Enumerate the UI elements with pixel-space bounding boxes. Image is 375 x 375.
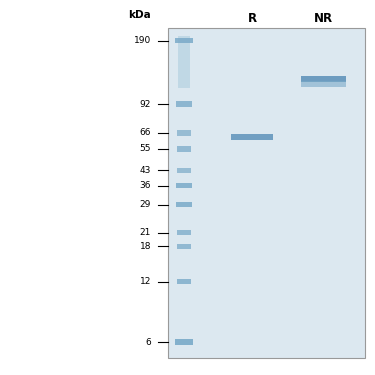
Text: NR: NR (314, 12, 333, 24)
Bar (177, 168, 191, 173)
Text: 18: 18 (140, 242, 151, 251)
Bar (176, 183, 192, 189)
Bar (178, 36, 190, 88)
Bar (177, 146, 191, 152)
Text: 55: 55 (140, 144, 151, 153)
Bar (176, 202, 192, 207)
Text: 21: 21 (140, 228, 151, 237)
Bar (176, 101, 192, 106)
Text: 29: 29 (140, 200, 151, 209)
Text: kDa: kDa (128, 10, 151, 20)
Text: 12: 12 (140, 277, 151, 286)
Text: 36: 36 (140, 182, 151, 190)
Text: 6: 6 (145, 338, 151, 346)
Bar (175, 339, 193, 345)
Bar (177, 244, 191, 249)
Text: R: R (248, 12, 256, 24)
Text: 43: 43 (140, 166, 151, 175)
Bar (177, 230, 191, 236)
Text: 92: 92 (140, 99, 151, 108)
Bar (300, 81, 345, 87)
Text: 190: 190 (134, 36, 151, 45)
Text: 66: 66 (140, 129, 151, 138)
Bar (175, 38, 193, 44)
Bar (177, 279, 191, 284)
Bar (231, 134, 273, 140)
Bar (300, 76, 345, 82)
Bar (168, 28, 365, 358)
Bar (177, 130, 191, 136)
